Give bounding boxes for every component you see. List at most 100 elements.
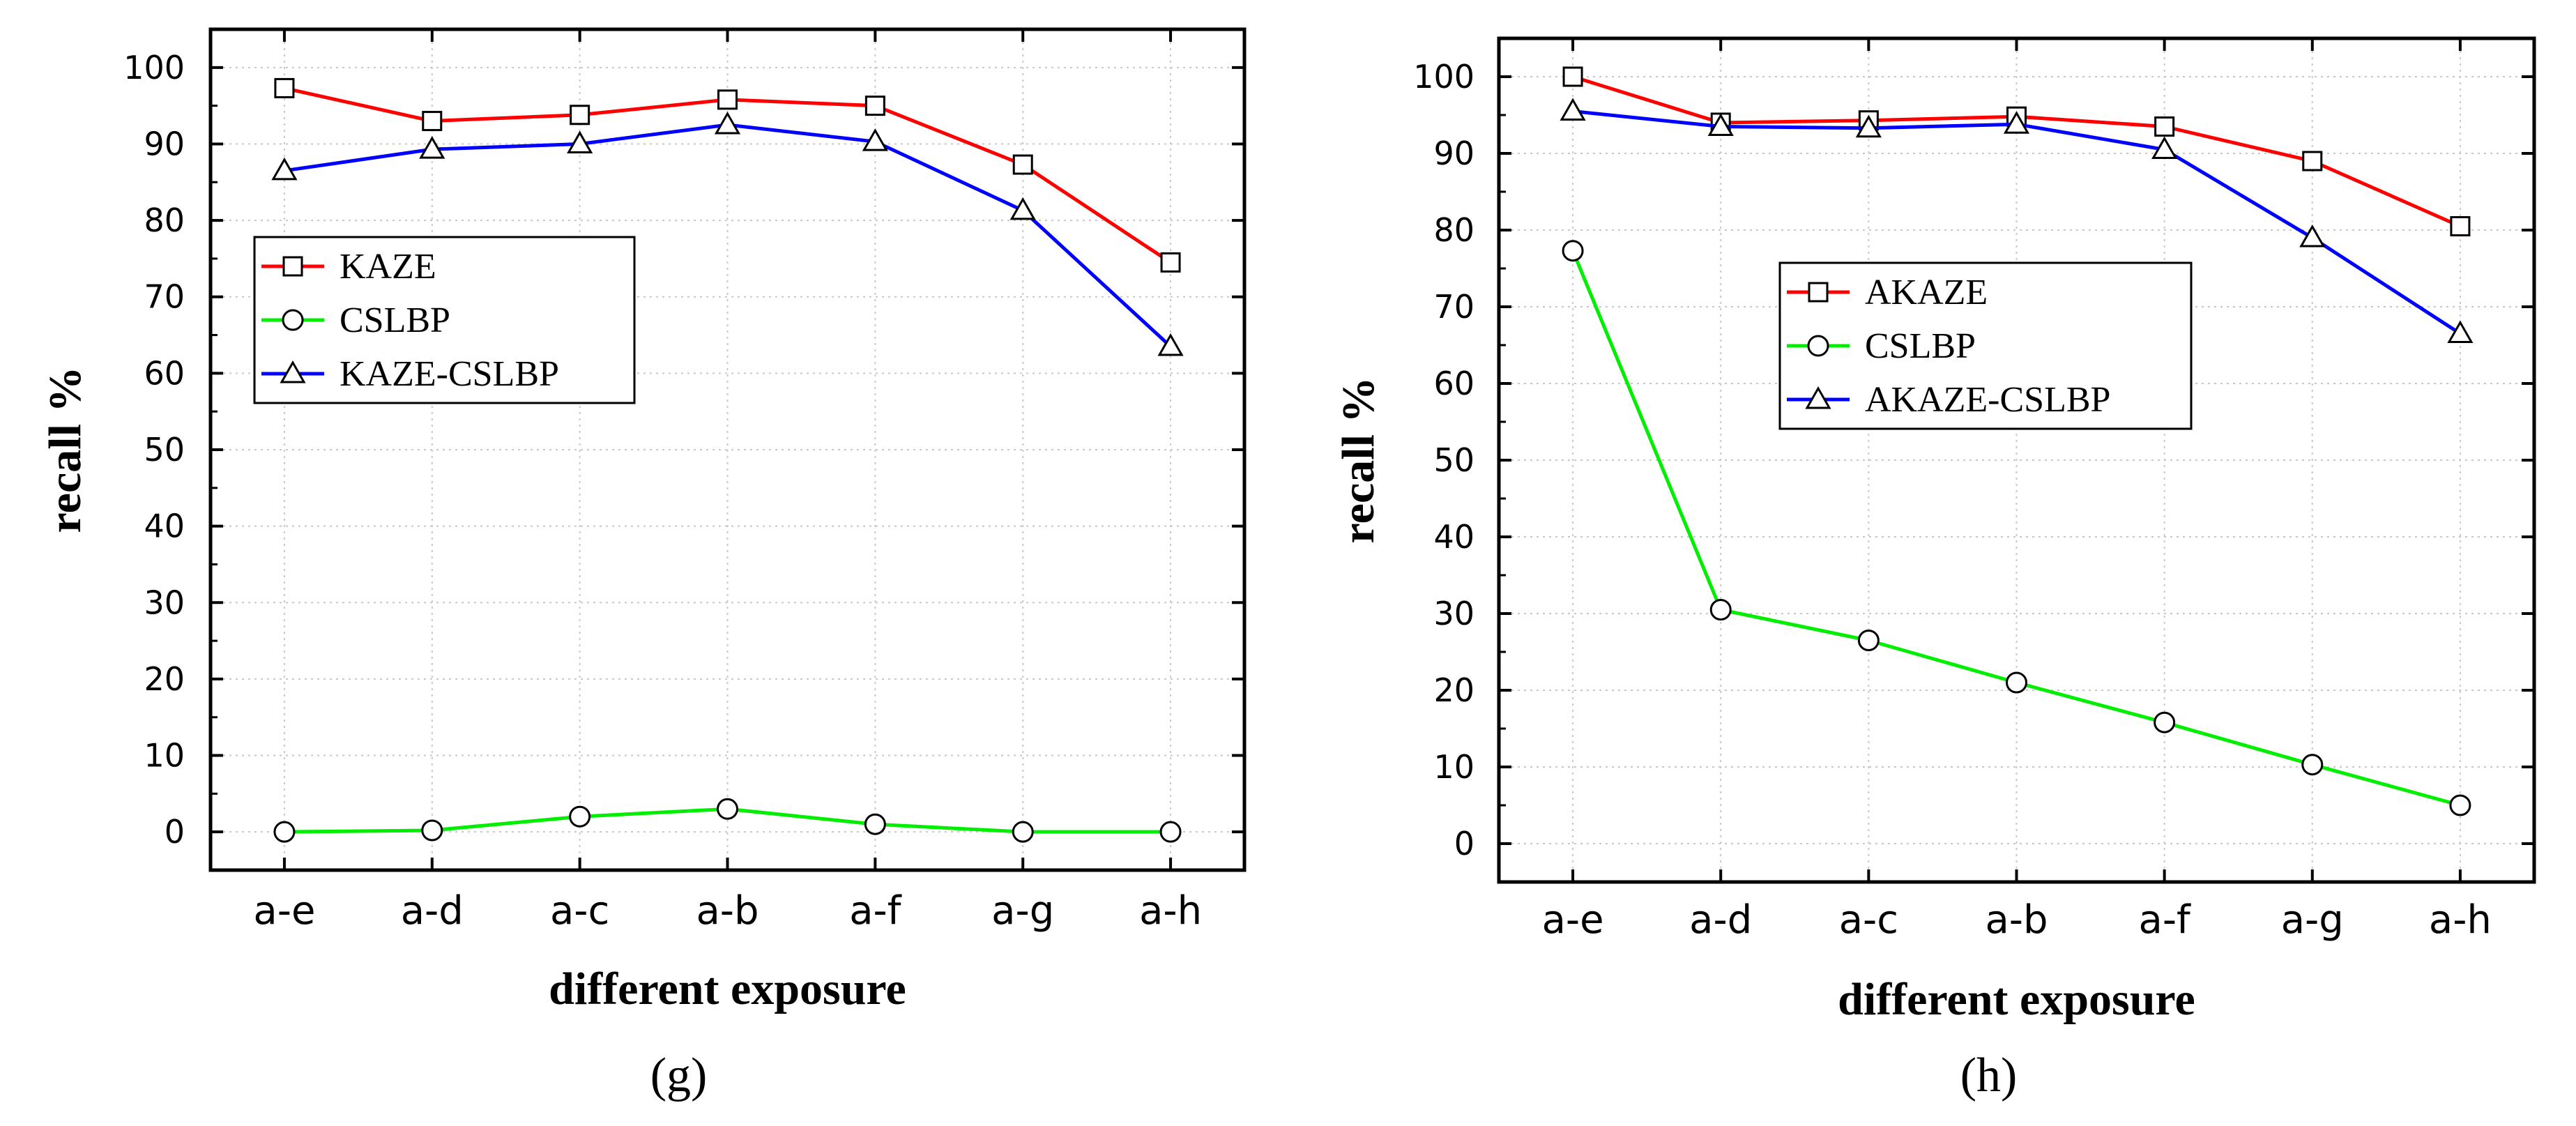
data-point	[862, 128, 888, 151]
series-kaze-cslbp	[271, 112, 1184, 356]
x-tick-label: a-c	[1839, 897, 1898, 943]
series-akaze-cslbp	[1560, 98, 2474, 343]
data-point	[714, 112, 741, 135]
data-point	[274, 77, 295, 98]
data-point	[1012, 821, 1034, 843]
y-tick-label: 90	[1433, 135, 1474, 172]
data-point	[1562, 66, 1583, 87]
x-tick-label: a-e	[253, 888, 315, 934]
data-point	[864, 96, 885, 116]
data-point	[1160, 252, 1181, 273]
legend-marker	[1807, 335, 1829, 357]
plot-frame	[1497, 36, 2536, 884]
x-tick-label: a-d	[1689, 897, 1752, 943]
data-point	[2154, 116, 2175, 137]
y-tick-label: 100	[123, 49, 185, 86]
data-point	[1009, 197, 1036, 220]
y-tick-label: 80	[144, 201, 185, 239]
y-tick-label: 10	[1433, 748, 1474, 786]
chart-panel-g: 0 10 20 30 40 50 60 70 80 90 100 a-e a-d a-c a-b a-f a-g…	[40, 27, 1247, 1102]
x-tick-label: a-g	[991, 888, 1054, 934]
x-tick-label: a-f	[849, 888, 902, 934]
legend-label: KAZE	[340, 247, 436, 287]
x-tick-label: a-f	[2139, 897, 2192, 943]
y-tick-label: 20	[1433, 671, 1474, 709]
legend-label: AKAZE-CSLBP	[1865, 380, 2110, 420]
legend-label: CSLBP	[340, 300, 450, 340]
y-tick-label: 30	[1433, 595, 1474, 632]
data-point	[421, 819, 443, 842]
y-tick-label: 100	[1413, 58, 1474, 96]
data-point	[717, 89, 738, 110]
data-point	[1707, 113, 1734, 136]
y-tick-label: 70	[1433, 288, 1474, 326]
data-point	[2447, 320, 2474, 343]
data-point	[2003, 111, 2030, 134]
legend-label: AKAZE	[1865, 273, 1988, 312]
x-tick-label: a-b	[696, 888, 759, 934]
legend-label: CSLBP	[1865, 326, 1976, 366]
data-point	[1855, 114, 1882, 138]
y-tick-label: 30	[144, 584, 185, 621]
y-tick-label: 60	[1433, 365, 1474, 402]
y-tick-label: 10	[144, 737, 185, 775]
x-tick-label: a-d	[401, 888, 464, 934]
y-tick-label: 20	[144, 660, 185, 698]
data-point	[2154, 711, 2176, 733]
legend-marker	[280, 360, 306, 383]
y-tick-label: 0	[165, 813, 185, 851]
y-tick-label: 90	[144, 125, 185, 162]
data-point	[1709, 599, 1732, 621]
x-axis-label: different exposure	[1838, 974, 2195, 1025]
x-tick-label: a-c	[550, 888, 609, 934]
data-point	[419, 136, 445, 159]
data-point	[569, 805, 591, 828]
x-tick-label: a-b	[1985, 897, 2048, 943]
data-point	[2151, 136, 2178, 159]
x-tick-label: a-h	[1139, 888, 1202, 934]
legend: AKAZE CSLBP AKAZE-CSLBP	[1778, 261, 2193, 430]
legend-marker	[282, 256, 303, 277]
data-point	[2449, 794, 2471, 816]
data-point	[273, 821, 296, 843]
legend-label: KAZE-CSLBP	[340, 354, 559, 394]
series-cslbp	[1562, 240, 2471, 816]
x-tick-label: a-e	[1542, 897, 1604, 943]
y-tick-label: 0	[1454, 825, 1474, 862]
data-point	[717, 798, 738, 820]
y-tick-label: 60	[144, 354, 185, 392]
panel-label: (h)	[1960, 1049, 2018, 1102]
data-point	[864, 813, 886, 835]
x-tick-label: a-h	[2429, 897, 2492, 943]
legend-marker	[1808, 282, 1829, 303]
data-point	[271, 157, 298, 181]
data-point	[2299, 224, 2326, 248]
chart-panel-h: 0 10 20 30 40 50 60 70 80 90 100 a-e a-d a-c a-b a-f a-g…	[1333, 36, 2536, 1102]
data-point	[567, 130, 593, 153]
data-point	[2302, 151, 2323, 172]
x-tick-label: a-g	[2281, 897, 2344, 943]
y-axis-label: recall %	[1333, 377, 1384, 544]
data-point	[1012, 154, 1033, 175]
y-tick-label: 50	[1433, 441, 1474, 479]
data-point	[2450, 216, 2471, 236]
series-cslbp	[273, 798, 1182, 843]
legend-marker	[1805, 386, 1831, 409]
x-axis-label: different exposure	[549, 964, 906, 1014]
legend-marker	[282, 309, 304, 331]
y-tick-label: 40	[1433, 518, 1474, 556]
data-point	[2301, 754, 2324, 776]
y-tick-label: 80	[1433, 211, 1474, 249]
data-point	[1159, 821, 1182, 843]
y-tick-label: 50	[144, 431, 185, 469]
legend: KAZE CSLBP KAZE-CSLBP	[253, 236, 636, 404]
y-tick-label: 40	[144, 508, 185, 545]
y-axis-label: recall %	[40, 367, 91, 533]
data-point	[1560, 98, 1586, 121]
plot-frame	[208, 27, 1247, 872]
data-point	[1157, 333, 1184, 356]
y-tick-label: 70	[144, 278, 185, 316]
data-point	[1562, 240, 1584, 262]
data-point	[1857, 630, 1880, 651]
